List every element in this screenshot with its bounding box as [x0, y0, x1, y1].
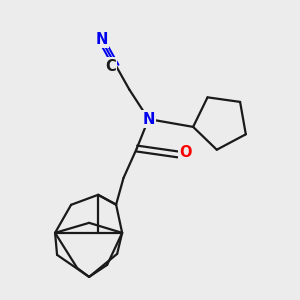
- Text: N: N: [95, 32, 108, 47]
- Text: O: O: [179, 146, 192, 160]
- Text: C: C: [105, 58, 116, 74]
- Text: N: N: [142, 112, 155, 127]
